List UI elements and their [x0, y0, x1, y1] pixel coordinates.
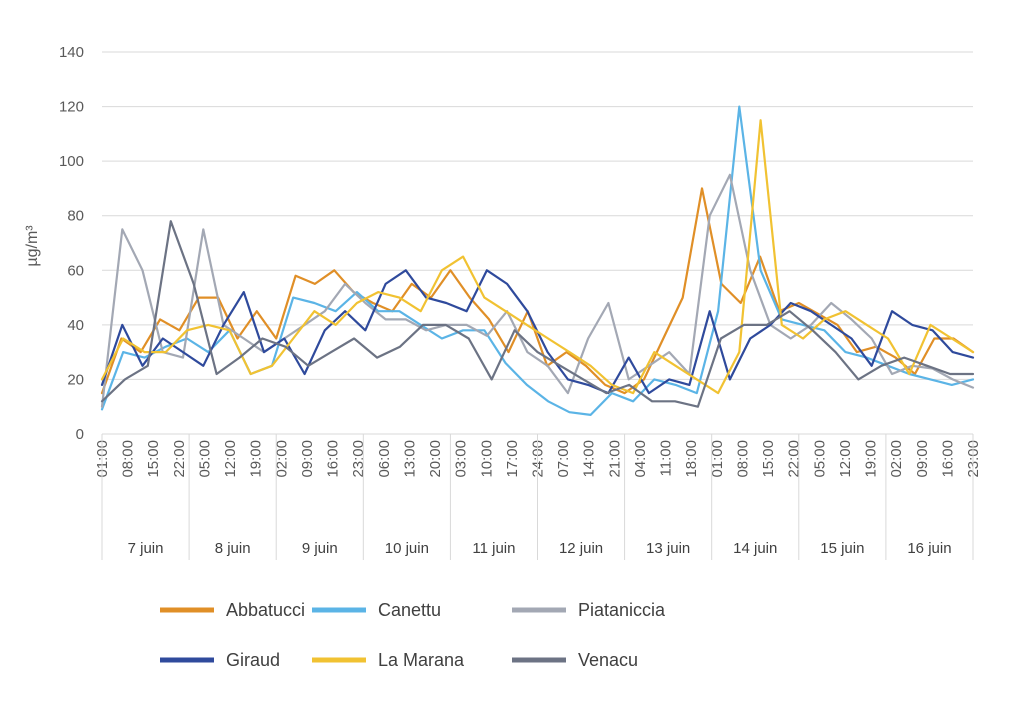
x-tick-label: 13:00 — [401, 440, 418, 478]
legend-label: La Marana — [378, 650, 465, 670]
y-tick-label: 40 — [67, 317, 84, 334]
x-tick-label: 05:00 — [196, 440, 213, 478]
legend-label: Canettu — [378, 600, 441, 620]
y-tick-label: 80 — [67, 208, 84, 225]
x-tick-label: 08:00 — [734, 440, 751, 478]
x-tick-label: 22:00 — [171, 440, 188, 478]
x-tick-label: 04:00 — [632, 440, 649, 478]
x-tick-label: 16:00 — [325, 440, 342, 478]
x-tick-label: 23:00 — [350, 440, 367, 478]
day-label: 15 juin — [820, 540, 864, 557]
x-axis: 01:00 08:00 15:00 22:00 05:00 12:00 19:00 02:00… — [94, 433, 982, 560]
gridlines — [102, 51, 973, 435]
x-tick-label: 06:00 — [376, 440, 393, 478]
x-tick-label: 14:00 — [581, 440, 598, 478]
day-label: 16 juin — [907, 540, 951, 557]
x-tick-label: 09:00 — [914, 440, 931, 478]
x-tick-label: 09:00 — [299, 440, 316, 478]
x-tick-label: 12:00 — [222, 440, 239, 478]
legend-label: Giraud — [226, 650, 280, 670]
day-label: 11 juin — [472, 540, 515, 557]
x-tick-label: 02:00 — [273, 440, 290, 478]
y-tick-label: 140 — [59, 44, 84, 61]
x-tick-label: 07:00 — [555, 440, 572, 478]
x-tick-label: 19:00 — [248, 440, 265, 478]
y-tick-label: 0 — [76, 426, 84, 443]
series-line-piataniccia — [100, 173, 975, 408]
legend-label: Abbatucci — [226, 600, 305, 620]
y-axis-ticks: 0 20 40 60 80 100 120 140 — [59, 44, 84, 443]
legend-label: Piataniccia — [578, 600, 666, 620]
day-label: 9 juin — [302, 540, 338, 557]
day-label: 13 juin — [646, 540, 690, 557]
legend: Abbatucci Canettu Piataniccia Giraud La Mara… — [160, 600, 666, 670]
series-lines — [100, 105, 975, 416]
x-tick-label: 03:00 — [453, 440, 470, 478]
x-tick-label: 10:00 — [478, 440, 495, 478]
y-tick-label: 100 — [59, 153, 84, 170]
x-tick-label: 18:00 — [683, 440, 700, 478]
day-label: 12 juin — [559, 540, 603, 557]
x-tick-label: 17:00 — [504, 440, 521, 478]
series-line-canettu — [100, 105, 975, 416]
x-tick-label: 02:00 — [888, 440, 905, 478]
series-line-abbatucci — [100, 187, 975, 395]
x-tick-label: 15:00 — [760, 440, 777, 478]
x-tick-label: 20:00 — [427, 440, 444, 478]
y-tick-label: 120 — [59, 99, 84, 116]
x-tick-label: 01:00 — [709, 440, 726, 478]
x-tick-label: 19:00 — [863, 440, 880, 478]
day-label: 14 juin — [733, 540, 777, 557]
y-axis-label: µg/m³ — [24, 225, 41, 267]
y-tick-label: 20 — [67, 371, 84, 388]
x-tick-label: 08:00 — [120, 440, 137, 478]
series-line-venacu — [100, 220, 975, 408]
day-label: 8 juin — [215, 540, 251, 557]
x-tick-label: 21:00 — [606, 440, 623, 478]
x-tick-label: 11:00 — [658, 440, 675, 476]
series-line-la-marana — [100, 119, 975, 395]
x-tick-label: 22:00 — [786, 440, 803, 478]
day-label: 7 juin — [128, 540, 164, 557]
x-tick-label: 12:00 — [837, 440, 854, 478]
x-tick-label: 15:00 — [145, 440, 162, 478]
x-tick-label: 05:00 — [811, 440, 828, 478]
x-tick-label: 16:00 — [939, 440, 956, 478]
day-label: 10 juin — [385, 540, 429, 557]
legend-label: Venacu — [578, 650, 638, 670]
y-tick-label: 60 — [67, 262, 84, 279]
